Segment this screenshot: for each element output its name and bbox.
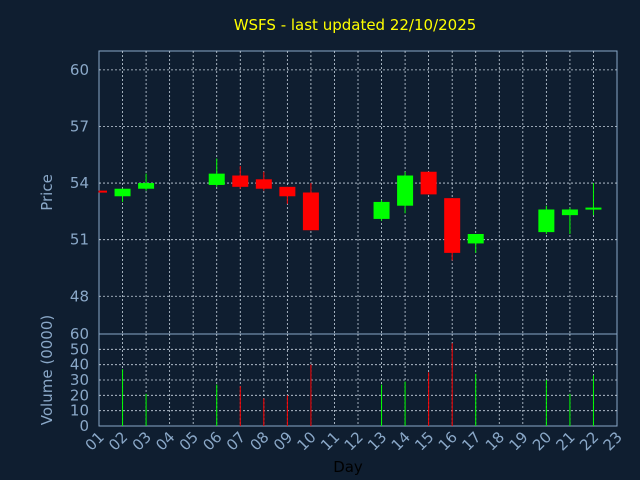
candle-21 xyxy=(561,207,578,235)
price-tick-label: 51 xyxy=(70,231,89,249)
candle-body xyxy=(585,207,602,210)
volume-tick-label: 10 xyxy=(70,402,89,420)
candle-body xyxy=(561,209,578,216)
price-y-ticks: 48 51 54 57 60 xyxy=(70,61,89,305)
day-tick-label: 16 xyxy=(435,428,461,454)
day-tick-label: 12 xyxy=(341,428,367,454)
day-tick-label: 22 xyxy=(576,428,602,454)
candle-body xyxy=(467,234,484,244)
candle-body xyxy=(114,188,131,197)
candle-15 xyxy=(420,171,437,195)
x-axis-label: Day xyxy=(333,458,363,476)
day-tick-label: 11 xyxy=(317,428,343,454)
candle-02 xyxy=(114,188,131,202)
day-tick-label: 18 xyxy=(482,428,508,454)
day-tick-label: 15 xyxy=(411,428,437,454)
volume-grid xyxy=(99,334,617,426)
day-tick-label: 13 xyxy=(364,428,390,454)
day-tick-label: 02 xyxy=(105,428,131,454)
candle-06 xyxy=(208,158,225,187)
volume-tick-label: 20 xyxy=(70,386,89,404)
day-tick-label: 17 xyxy=(458,428,484,454)
candle-13 xyxy=(373,200,390,221)
price-tick-label: 54 xyxy=(70,174,89,192)
price-tick-label: 60 xyxy=(70,61,89,79)
day-tick-label: 14 xyxy=(388,428,414,454)
day-tick-label: 03 xyxy=(129,428,155,454)
volume-tick-label: 30 xyxy=(70,371,89,389)
day-tick-label: 23 xyxy=(600,428,626,454)
volume-tick-label: 60 xyxy=(70,325,89,343)
candle-body xyxy=(279,186,296,197)
volume-tick-label: 40 xyxy=(70,356,89,374)
candle-body xyxy=(208,173,225,185)
candle-16 xyxy=(444,198,461,261)
day-tick-label: 21 xyxy=(553,428,579,454)
candle-body xyxy=(255,179,272,189)
price-tick-label: 48 xyxy=(70,287,89,305)
candle-body xyxy=(444,198,461,253)
candle-03 xyxy=(138,173,155,191)
candle-01 xyxy=(98,190,107,193)
day-tick-label: 06 xyxy=(199,428,225,454)
price-axis-label: Price xyxy=(38,174,56,211)
candle-body xyxy=(138,183,155,189)
day-tick-label: 20 xyxy=(529,428,555,454)
chart-title: WSFS - last updated 22/10/2025 xyxy=(234,16,477,34)
volume-tick-label: 50 xyxy=(70,340,89,358)
price-tick-label: 57 xyxy=(70,117,89,135)
candle-body xyxy=(397,175,414,206)
candle-20 xyxy=(538,205,555,235)
day-tick-label: 09 xyxy=(270,428,296,454)
volume-axis-label: Volume (0000) xyxy=(38,315,56,425)
candle-body xyxy=(373,201,390,219)
candle-08 xyxy=(255,171,272,191)
candle-09 xyxy=(279,186,296,204)
candle-body xyxy=(420,171,437,195)
candle-07 xyxy=(232,166,249,189)
day-tick-label: 07 xyxy=(223,428,249,454)
candle-22 xyxy=(585,183,602,216)
candle-body xyxy=(538,209,555,233)
candle-17 xyxy=(467,234,484,253)
day-tick-label: 08 xyxy=(246,428,272,454)
price-grid xyxy=(99,51,617,334)
volume-bars xyxy=(122,343,594,426)
volume-tick-label: 0 xyxy=(79,417,89,435)
candle-body xyxy=(99,190,107,193)
candle-body xyxy=(232,175,249,187)
candle-10 xyxy=(302,183,319,231)
day-tick-label: 05 xyxy=(176,428,202,454)
day-tick-label: 04 xyxy=(152,428,178,454)
candles xyxy=(98,158,602,261)
candle-14 xyxy=(397,171,414,214)
price-panel: 48 51 54 57 60 Price xyxy=(38,50,618,335)
day-tick-label: 10 xyxy=(294,428,320,454)
day-tick-labels: 0102030405060708091011121314151617181920… xyxy=(82,428,626,454)
candle-body xyxy=(302,192,319,231)
day-tick-label: 19 xyxy=(505,428,531,454)
